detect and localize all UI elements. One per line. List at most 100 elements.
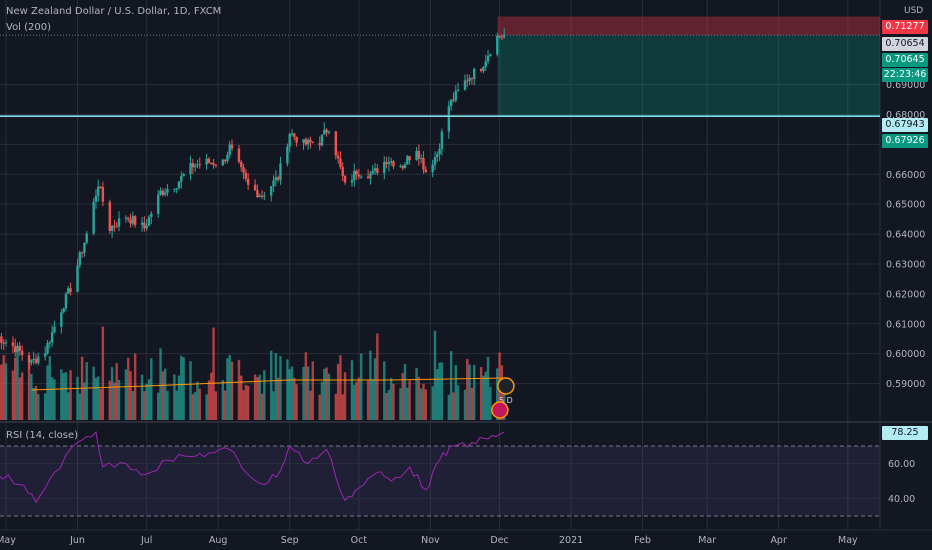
volume-bar [408, 380, 411, 420]
volume-bar [147, 379, 151, 420]
volume-bar [157, 392, 160, 420]
candle-body [376, 168, 379, 174]
candle-body [373, 168, 377, 171]
candle-body [27, 355, 31, 363]
candle-body [230, 144, 234, 149]
volume-bar [4, 363, 8, 420]
candle-body [113, 225, 116, 227]
volume-bar [479, 367, 483, 420]
volume-bar [339, 355, 342, 420]
currency-label: USD [904, 6, 924, 16]
volume-bar [2, 355, 5, 420]
volume-bar [108, 380, 111, 420]
candle-body [325, 129, 328, 133]
candle-body [161, 190, 165, 195]
candle-body [408, 156, 411, 161]
candle-body [157, 194, 160, 214]
candle-body [99, 186, 102, 188]
candle-body [389, 161, 393, 163]
volume-legend[interactable]: Vol (200) [6, 22, 52, 33]
volume-bar [34, 385, 38, 420]
volume-bar [196, 381, 199, 420]
candle-body [343, 176, 347, 183]
volume-bar [240, 375, 243, 420]
volume-bar [101, 326, 105, 420]
candle-body [438, 148, 441, 155]
symbol-title[interactable]: New Zealand Dollar / U.S. Dollar, 1D, FX… [6, 6, 222, 17]
candle-body [129, 219, 132, 224]
volume-bar [191, 394, 195, 420]
volume-bar [124, 369, 128, 420]
volume-bar [433, 330, 437, 420]
volume-bar [193, 392, 197, 420]
last-price-tag: 0.70654 [882, 37, 928, 51]
candle-body [419, 158, 423, 160]
candle-body [468, 78, 471, 82]
volume-bar [401, 373, 404, 420]
volume-bar [438, 362, 441, 420]
candle-body [145, 225, 148, 229]
y-tick-label: 0.65000 [886, 200, 925, 211]
volume-bar [357, 377, 361, 420]
candle-body [212, 162, 215, 165]
candle-body [496, 35, 499, 55]
candle-body [498, 35, 501, 37]
volume-bar [76, 376, 79, 420]
x-tick-label: Feb [634, 535, 651, 546]
volume-bar [406, 387, 409, 420]
candle-body [214, 164, 218, 166]
candle-body [150, 213, 153, 217]
volume-bar [304, 352, 308, 420]
volume-bar [422, 383, 425, 420]
candle-body [177, 181, 181, 188]
x-tick-label: Apr [770, 535, 787, 546]
x-tick-label: Oct [351, 535, 368, 546]
symbol-legend[interactable]: New Zealand Dollar / U.S. Dollar, 1D, FX… [6, 6, 221, 17]
volume-bar [489, 386, 492, 420]
volume-bar [92, 366, 95, 420]
candle-body [124, 217, 128, 219]
candle-body [385, 161, 388, 165]
candle-body [449, 99, 453, 107]
volume-bar [279, 355, 282, 420]
flag-event-badge [491, 401, 509, 419]
candle-body [2, 342, 5, 344]
candle-body [320, 134, 324, 146]
candle-body [30, 359, 33, 363]
candle-body [237, 148, 241, 162]
volume-bar [276, 377, 280, 420]
volume-bar [385, 393, 388, 420]
candle-body [20, 351, 24, 356]
candle-body [403, 164, 407, 169]
candle-body [67, 288, 70, 294]
candle-body [454, 90, 457, 101]
volume-bar [173, 374, 176, 420]
news-event-badge [497, 377, 515, 395]
candle-body [131, 216, 135, 224]
candle-body [415, 150, 418, 161]
candle-body [173, 188, 176, 190]
candle-body [295, 137, 298, 143]
candle-body [83, 242, 86, 253]
candle-body [401, 165, 404, 169]
y-tick-label: 0.62000 [886, 289, 925, 300]
x-tick-label: Mar [698, 535, 716, 546]
candle-body [293, 133, 296, 138]
candle-body [80, 252, 84, 254]
volume-bar [286, 359, 289, 420]
volume-bar [484, 371, 487, 420]
candle-body [323, 129, 326, 135]
candle-body [94, 195, 98, 202]
x-tick-label: 2021 [559, 535, 583, 546]
volume-bar [270, 350, 273, 420]
candle-body [311, 142, 314, 144]
candle-body [334, 131, 338, 156]
candle-body [276, 177, 280, 180]
volume-bar [44, 393, 47, 420]
volume-bar [311, 361, 314, 420]
candle-body [473, 68, 476, 80]
volume-bar [256, 377, 259, 420]
rsi-legend[interactable]: RSI (14, close) [6, 430, 79, 441]
